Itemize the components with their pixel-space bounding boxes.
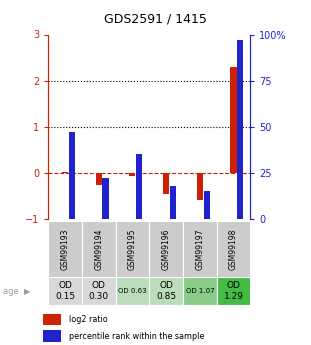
Text: OD 1.07: OD 1.07: [185, 288, 214, 294]
Bar: [149, 221, 183, 278]
Text: GSM99197: GSM99197: [195, 228, 204, 270]
Bar: [69, 132, 75, 219]
Text: percentile rank within the sample: percentile rank within the sample: [69, 332, 205, 341]
Bar: [116, 277, 149, 305]
Bar: [217, 221, 250, 278]
Text: log2 ratio: log2 ratio: [69, 315, 108, 324]
Text: GSM99194: GSM99194: [94, 228, 103, 270]
Bar: [237, 40, 243, 219]
Bar: [163, 173, 169, 194]
Text: OD
0.30: OD 0.30: [89, 282, 109, 301]
Bar: [203, 191, 210, 219]
Bar: [230, 67, 237, 173]
Bar: [197, 173, 203, 200]
Bar: [43, 330, 61, 342]
Text: OD 0.63: OD 0.63: [118, 288, 147, 294]
Bar: [183, 277, 217, 305]
Bar: [96, 173, 102, 185]
Bar: [136, 155, 142, 219]
Bar: [48, 221, 82, 278]
Bar: [102, 178, 109, 219]
Text: GSM99195: GSM99195: [128, 228, 137, 270]
Text: GSM99196: GSM99196: [162, 228, 171, 270]
Bar: [183, 221, 217, 278]
Bar: [217, 277, 250, 305]
Bar: [170, 186, 176, 219]
Text: GSM99193: GSM99193: [61, 228, 70, 270]
Bar: [48, 277, 82, 305]
Text: OD
1.29: OD 1.29: [224, 282, 244, 301]
Text: OD
0.15: OD 0.15: [55, 282, 75, 301]
Bar: [149, 277, 183, 305]
Bar: [129, 173, 136, 176]
Bar: [43, 314, 61, 325]
Text: age  ▶: age ▶: [3, 287, 30, 296]
Text: OD
0.85: OD 0.85: [156, 282, 176, 301]
Bar: [82, 277, 116, 305]
Text: GSM99198: GSM99198: [229, 229, 238, 270]
Bar: [82, 221, 116, 278]
Text: GDS2591 / 1415: GDS2591 / 1415: [104, 12, 207, 25]
Bar: [116, 221, 149, 278]
Bar: [62, 172, 68, 173]
